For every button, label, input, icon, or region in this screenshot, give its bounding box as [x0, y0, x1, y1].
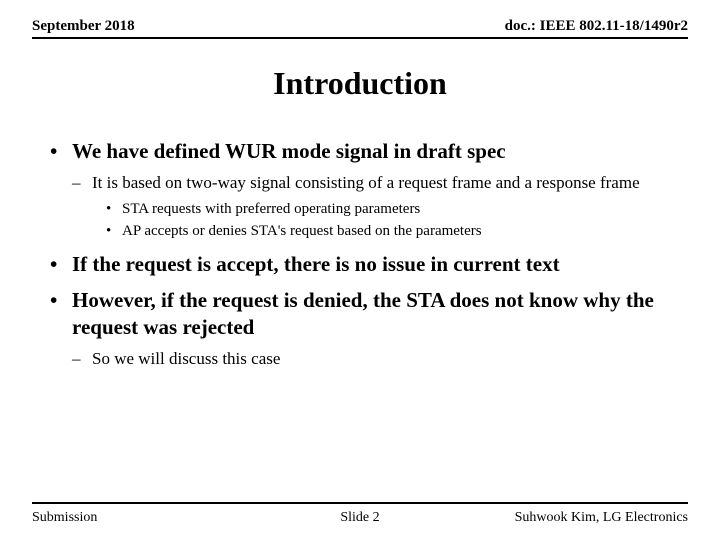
- bullet-l1: We have defined WUR mode signal in draft…: [50, 138, 688, 241]
- header-rule: [32, 37, 688, 39]
- bullet-l3: STA requests with preferred operating pa…: [106, 200, 688, 219]
- content: We have defined WUR mode signal in draft…: [0, 138, 720, 369]
- bullet-l2: So we will discuss this case: [72, 348, 688, 369]
- bullet-list-l2: It is based on two-way signal consisting…: [72, 172, 688, 241]
- bullet-l1: If the request is accept, there is no is…: [50, 251, 688, 277]
- bullet-text: It is based on two-way signal consisting…: [92, 173, 640, 192]
- bullet-l2: It is based on two-way signal consisting…: [72, 172, 688, 241]
- bullet-list-l2: So we will discuss this case: [72, 348, 688, 369]
- footer-rule: [32, 502, 688, 504]
- bullet-list-l3: STA requests with preferred operating pa…: [106, 200, 688, 242]
- header: September 2018 doc.: IEEE 802.11-18/1490…: [0, 0, 720, 37]
- bullet-l1: However, if the request is denied, the S…: [50, 287, 688, 369]
- page-title: Introduction: [0, 65, 720, 102]
- bullet-text: We have defined WUR mode signal in draft…: [72, 139, 506, 163]
- bullet-text: However, if the request is denied, the S…: [72, 288, 654, 338]
- bullet-text: STA requests with preferred operating pa…: [122, 201, 420, 217]
- footer-author: Suhwook Kim, LG Electronics: [515, 510, 688, 526]
- bullet-text: AP accepts or denies STA's request based…: [122, 223, 482, 239]
- bullet-text: If the request is accept, there is no is…: [72, 252, 560, 276]
- footer: Submission Slide 2 Suhwook Kim, LG Elect…: [32, 510, 688, 526]
- bullet-list-l1: We have defined WUR mode signal in draft…: [50, 138, 688, 369]
- footer-left: Submission: [32, 510, 97, 526]
- bullet-l3: AP accepts or denies STA's request based…: [106, 222, 688, 241]
- bullet-text: So we will discuss this case: [92, 349, 280, 368]
- header-date: September 2018: [32, 18, 135, 35]
- header-doc-number: doc.: IEEE 802.11-18/1490r2: [505, 18, 688, 35]
